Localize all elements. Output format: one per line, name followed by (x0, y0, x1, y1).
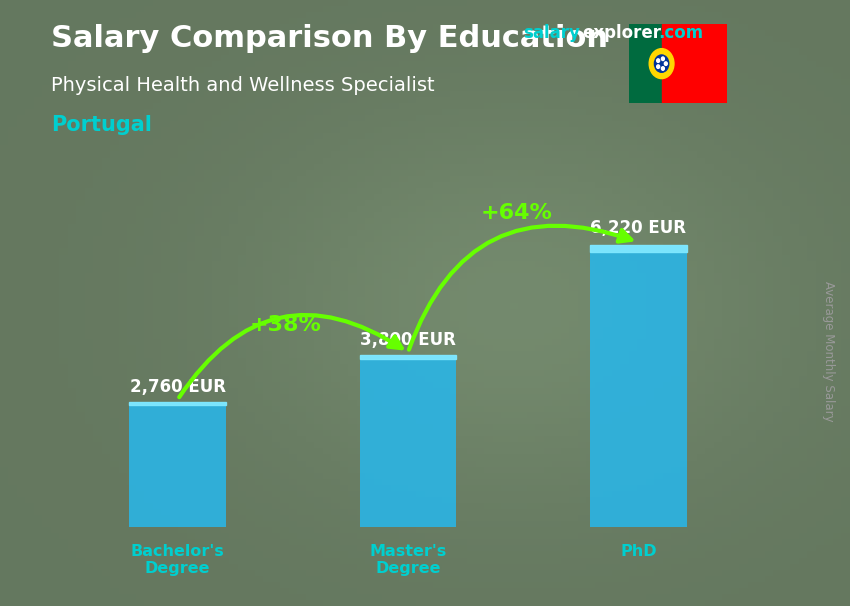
Circle shape (649, 48, 674, 79)
Text: Physical Health and Wellness Specialist: Physical Health and Wellness Specialist (51, 76, 434, 95)
Text: explorer: explorer (582, 24, 661, 42)
Bar (629, 24, 661, 103)
Bar (590, 244, 687, 251)
Bar (661, 24, 727, 103)
Text: Salary Comparison By Education: Salary Comparison By Education (51, 24, 608, 53)
Bar (360, 355, 456, 527)
Text: 6,220 EUR: 6,220 EUR (590, 219, 686, 238)
Circle shape (665, 62, 667, 65)
Text: .com: .com (659, 24, 704, 42)
Circle shape (661, 57, 665, 61)
Circle shape (657, 65, 660, 68)
Circle shape (654, 55, 669, 72)
Text: +64%: +64% (480, 202, 552, 223)
Bar (129, 402, 226, 527)
Bar (590, 244, 687, 527)
Text: +38%: +38% (250, 315, 322, 335)
Bar (360, 355, 456, 359)
Text: 3,800 EUR: 3,800 EUR (360, 331, 456, 348)
Circle shape (661, 67, 665, 70)
Text: 2,760 EUR: 2,760 EUR (130, 378, 226, 396)
Text: Portugal: Portugal (51, 115, 152, 135)
Circle shape (657, 59, 660, 62)
Text: salary: salary (523, 24, 580, 42)
Text: Average Monthly Salary: Average Monthly Salary (822, 281, 836, 422)
Bar (129, 402, 226, 405)
